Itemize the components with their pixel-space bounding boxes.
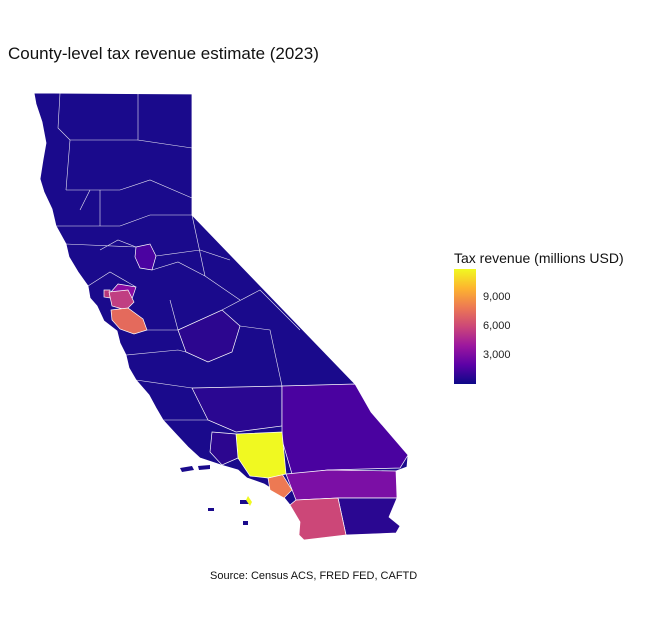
county-kern: [191, 385, 283, 433]
legend-colorbar: [454, 269, 476, 384]
map-title: County-level tax revenue estimate (2023): [8, 44, 319, 63]
county-borders: [56, 92, 301, 421]
legend-title: Tax revenue (millions USD): [454, 250, 624, 266]
legend-tick-mark: [476, 327, 482, 328]
county-san-bernardino: [281, 383, 409, 475]
county-contra-costa: [108, 289, 135, 311]
county-santa-clara: [110, 307, 148, 335]
legend-tick-label: 6,000: [483, 320, 511, 332]
channel-islands: [180, 465, 252, 525]
county-riverside: [285, 469, 398, 501]
source-caption: Source: Census ACS, FRED FED, CAFTD: [210, 570, 418, 582]
legend-tick-label: 9,000: [483, 291, 511, 303]
legend-tick-mark: [476, 356, 482, 357]
county-san-diego: [289, 497, 347, 541]
county-imperial: [337, 497, 401, 536]
legend-tick-label: 3,000: [483, 349, 511, 361]
legend-tick-mark: [476, 298, 482, 299]
county-ventura: [209, 431, 239, 466]
